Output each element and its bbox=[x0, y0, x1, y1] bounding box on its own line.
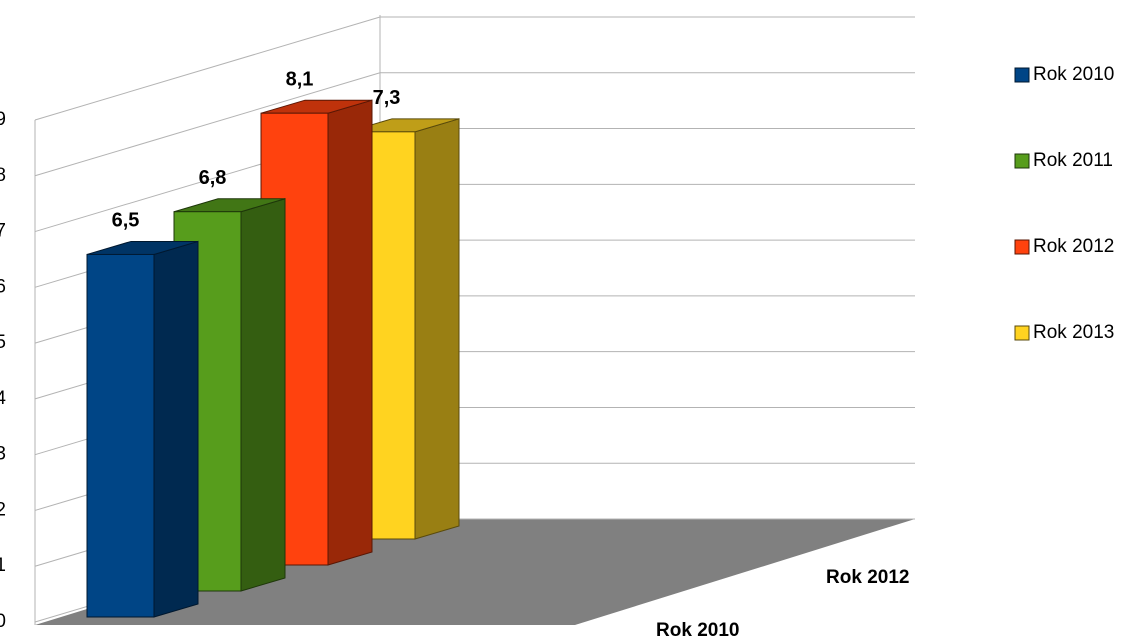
legend-swatch bbox=[1014, 325, 1030, 341]
value-label: 6,8 bbox=[199, 167, 227, 189]
y-tick-label: 0 bbox=[0, 611, 6, 632]
value-label: 7,3 bbox=[373, 87, 401, 109]
legend-label: Rok 2013 bbox=[1033, 322, 1114, 343]
legend-label: Rok 2011 bbox=[1033, 150, 1113, 171]
legend-swatch bbox=[1014, 67, 1030, 83]
bar-side bbox=[240, 198, 286, 592]
grid-line bbox=[34, 16, 381, 121]
depth-label: Rok 2010 bbox=[656, 620, 739, 639]
legend-label: Rok 2010 bbox=[1033, 64, 1114, 85]
grid-line bbox=[34, 72, 381, 177]
y-tick-label: 9 bbox=[0, 109, 6, 130]
value-label: 6,5 bbox=[112, 210, 140, 232]
y-tick-label: 3 bbox=[0, 444, 6, 465]
legend-swatch bbox=[1014, 153, 1030, 169]
depth-label: Rok 2012 bbox=[826, 567, 909, 588]
bar bbox=[86, 253, 155, 618]
bar-side bbox=[414, 118, 460, 540]
y-tick-label: 6 bbox=[0, 276, 6, 297]
y-tick-label: 8 bbox=[0, 165, 6, 186]
bar-side bbox=[327, 99, 373, 566]
y-tick-label: 5 bbox=[0, 332, 6, 353]
bar-side bbox=[153, 240, 199, 618]
y-tick-label: 7 bbox=[0, 221, 6, 242]
y-tick-label: 1 bbox=[0, 555, 6, 576]
y-tick-label: 2 bbox=[0, 499, 6, 520]
legend-swatch bbox=[1014, 239, 1030, 255]
value-label: 8,1 bbox=[286, 68, 314, 90]
floor bbox=[35, 519, 915, 625]
y-tick-label: 4 bbox=[0, 388, 6, 409]
legend-label: Rok 2012 bbox=[1033, 236, 1114, 257]
